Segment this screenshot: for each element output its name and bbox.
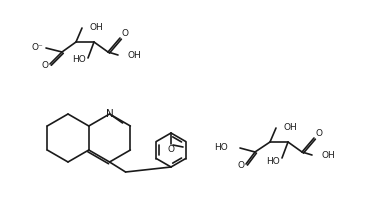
Text: HO: HO	[72, 55, 86, 64]
Text: O: O	[315, 129, 322, 137]
Text: O: O	[238, 161, 244, 170]
Text: OH: OH	[90, 22, 104, 31]
Text: O: O	[121, 29, 128, 38]
Text: HO: HO	[266, 156, 280, 165]
Text: O: O	[41, 61, 48, 70]
Text: O: O	[167, 144, 175, 153]
Text: O⁻: O⁻	[31, 42, 43, 51]
Text: OH: OH	[321, 152, 335, 161]
Text: HO: HO	[214, 143, 228, 152]
Text: OH: OH	[127, 51, 141, 61]
Text: N: N	[106, 109, 113, 119]
Text: OH: OH	[284, 122, 298, 132]
